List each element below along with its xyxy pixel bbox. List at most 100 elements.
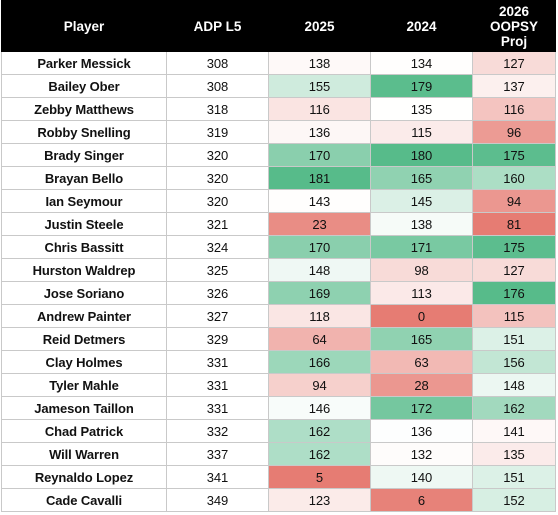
value-2025-cell: 123 [268,488,371,512]
adp-cell: 308 [166,51,269,75]
player-cell: Chris Bassitt [1,235,167,259]
adp-cell: 320 [166,166,269,190]
header-player[interactable]: Player [1,0,167,52]
value-2025-cell: 162 [268,442,371,466]
value-2025-cell: 143 [268,189,371,213]
proj-cell: 94 [472,189,556,213]
proj-cell: 152 [472,488,556,512]
player-cell: Brady Singer [1,143,167,167]
table-row[interactable]: Cade Cavalli 349 123 6 152 [1,488,556,512]
table-row[interactable]: Tyler Mahle 331 94 28 148 [1,373,556,397]
value-2024-cell: 115 [370,120,473,144]
player-cell: Reid Detmers [1,327,167,351]
table-row[interactable]: Hurston Waldrep 325 148 98 127 [1,258,556,282]
adp-cell: 332 [166,419,269,443]
value-2025-cell: 136 [268,120,371,144]
adp-cell: 320 [166,143,269,167]
proj-cell: 162 [472,396,556,420]
value-2024-cell: 172 [370,396,473,420]
value-2024-cell: 140 [370,465,473,489]
adp-cell: 320 [166,189,269,213]
value-2024-cell: 180 [370,143,473,167]
value-2025-cell: 5 [268,465,371,489]
proj-cell: 135 [472,442,556,466]
value-2025-cell: 170 [268,235,371,259]
table-row[interactable]: Will Warren 337 162 132 135 [1,442,556,466]
player-cell: Bailey Ober [1,74,167,98]
table-row[interactable]: Reid Detmers 329 64 165 151 [1,327,556,351]
value-2025-cell: 170 [268,143,371,167]
table-row[interactable]: Jameson Taillon 331 146 172 162 [1,396,556,420]
value-2025-cell: 94 [268,373,371,397]
table-row[interactable]: Ian Seymour 320 143 145 94 [1,189,556,213]
table-row[interactable]: Parker Messick 308 138 134 127 [1,51,556,75]
adp-cell: 319 [166,120,269,144]
proj-cell: 127 [472,51,556,75]
adp-cell: 318 [166,97,269,121]
header-adp[interactable]: ADP L5 [166,0,269,52]
player-cell: Justin Steele [1,212,167,236]
table-row[interactable]: Bailey Ober 308 155 179 137 [1,74,556,98]
value-2025-cell: 162 [268,419,371,443]
player-cell: Parker Messick [1,51,167,75]
value-2025-cell: 64 [268,327,371,351]
header-proj-line1: 2026 OOPSY [489,3,538,34]
table-row[interactable]: Andrew Painter 327 118 0 115 [1,304,556,328]
proj-cell: 141 [472,419,556,443]
header-2025[interactable]: 2025 [268,0,371,52]
value-2024-cell: 113 [370,281,473,305]
proj-cell: 81 [472,212,556,236]
proj-cell: 160 [472,166,556,190]
value-2024-cell: 165 [370,166,473,190]
player-cell: Ian Seymour [1,189,167,213]
player-cell: Jameson Taillon [1,396,167,420]
player-cell: Tyler Mahle [1,373,167,397]
value-2024-cell: 98 [370,258,473,282]
table-row[interactable]: Justin Steele 321 23 138 81 [1,212,556,236]
player-cell: Clay Holmes [1,350,167,374]
proj-cell: 137 [472,74,556,98]
value-2024-cell: 6 [370,488,473,512]
value-2024-cell: 135 [370,97,473,121]
value-2024-cell: 179 [370,74,473,98]
value-2025-cell: 169 [268,281,371,305]
value-2025-cell: 166 [268,350,371,374]
adp-cell: 325 [166,258,269,282]
value-2025-cell: 155 [268,74,371,98]
adp-cell: 331 [166,350,269,374]
header-2024[interactable]: 2024 [370,0,473,52]
table-row[interactable]: Robby Snelling 319 136 115 96 [1,120,556,144]
proj-cell: 151 [472,327,556,351]
value-2025-cell: 148 [268,258,371,282]
value-2025-cell: 118 [268,304,371,328]
proj-cell: 148 [472,373,556,397]
table-row[interactable]: Brady Singer 320 170 180 175 [1,143,556,167]
table-row[interactable]: Zebby Matthews 318 116 135 116 [1,97,556,121]
table-row[interactable]: Chris Bassitt 324 170 171 175 [1,235,556,259]
value-2025-cell: 138 [268,51,371,75]
table-row[interactable]: Reynaldo Lopez 341 5 140 151 [1,465,556,489]
proj-cell: 156 [472,350,556,374]
adp-cell: 331 [166,396,269,420]
player-cell: Brayan Bello [1,166,167,190]
player-cell: Hurston Waldrep [1,258,167,282]
header-proj-line2: Proj [500,33,528,49]
proj-cell: 151 [472,465,556,489]
value-2025-cell: 146 [268,396,371,420]
table-row[interactable]: Brayan Bello 320 181 165 160 [1,166,556,190]
table-row[interactable]: Chad Patrick 332 162 136 141 [1,419,556,443]
proj-cell: 175 [472,143,556,167]
proj-cell: 96 [472,120,556,144]
value-2024-cell: 171 [370,235,473,259]
adp-cell: 349 [166,488,269,512]
adp-cell: 308 [166,74,269,98]
table-row[interactable]: Clay Holmes 331 166 63 156 [1,350,556,374]
table-row[interactable]: Jose Soriano 326 169 113 176 [1,281,556,305]
player-cell: Chad Patrick [1,419,167,443]
value-2024-cell: 134 [370,51,473,75]
player-cell: Jose Soriano [1,281,167,305]
adp-cell: 321 [166,212,269,236]
header-proj[interactable]: 2026 OOPSY Proj [472,0,556,52]
value-2024-cell: 28 [370,373,473,397]
